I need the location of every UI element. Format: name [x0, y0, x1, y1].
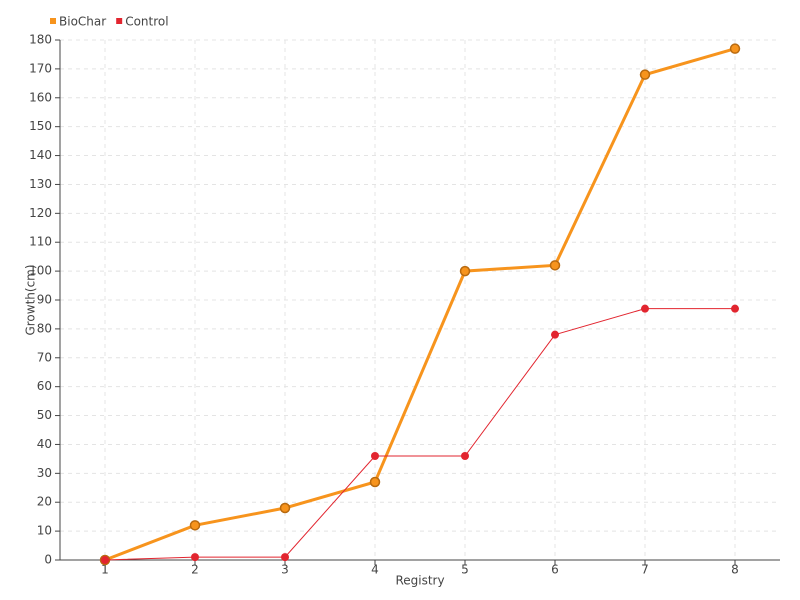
legend-swatch: [50, 18, 56, 24]
x-tick-label: 7: [641, 563, 649, 577]
data-point: [639, 69, 651, 80]
data-point: [101, 556, 109, 564]
y-tick-label: 170: [29, 61, 52, 75]
data-point: [191, 553, 199, 562]
data-point: [549, 260, 561, 271]
y-axis-label: Growth(cm): [24, 264, 38, 335]
series-line: [104, 308, 735, 561]
y-tick-label: 160: [29, 90, 52, 104]
y-tick-label: 40: [37, 437, 52, 451]
data-point: [731, 304, 739, 313]
x-axis-label: Registry: [395, 574, 444, 588]
legend-swatch: [116, 18, 123, 24]
y-tick-label: 0: [44, 553, 52, 567]
y-tick-label: 50: [37, 408, 52, 422]
data-point: [279, 502, 291, 514]
y-tick-label: 150: [29, 119, 52, 133]
data-point: [461, 452, 469, 460]
x-tick-label: 3: [281, 563, 289, 577]
y-tick-label: 180: [29, 33, 52, 47]
y-tick-label: 70: [37, 350, 52, 364]
x-tick-label: 4: [371, 563, 379, 577]
x-tick-label: 6: [551, 563, 559, 577]
y-tick-label: 140: [29, 148, 52, 162]
y-tick-label: 20: [37, 495, 52, 509]
data-point: [459, 265, 471, 277]
y-tick-label: 120: [29, 206, 52, 220]
y-tick-label: 100: [29, 264, 52, 278]
data-point: [641, 304, 649, 313]
legend-label: Control: [125, 15, 168, 29]
x-tick-label: 5: [461, 563, 469, 577]
data-point: [551, 330, 559, 339]
data-point: [369, 476, 381, 488]
data-point: [189, 520, 201, 531]
data-point: [729, 43, 741, 54]
legend-label: BioChar: [59, 15, 106, 29]
y-tick-label: 110: [29, 235, 52, 249]
x-tick-label: 1: [101, 563, 109, 577]
y-tick-label: 90: [37, 293, 52, 307]
y-tick-label: 60: [37, 379, 52, 393]
x-tick-label: 8: [731, 563, 739, 577]
y-tick-label: 130: [29, 177, 52, 191]
y-tick-label: 80: [37, 321, 52, 335]
y-tick-label: 30: [37, 466, 52, 480]
series-line: [104, 47, 736, 562]
data-point: [281, 553, 289, 562]
data-point: [371, 452, 379, 460]
y-tick-label: 10: [37, 524, 52, 538]
x-tick-label: 2: [191, 563, 199, 577]
